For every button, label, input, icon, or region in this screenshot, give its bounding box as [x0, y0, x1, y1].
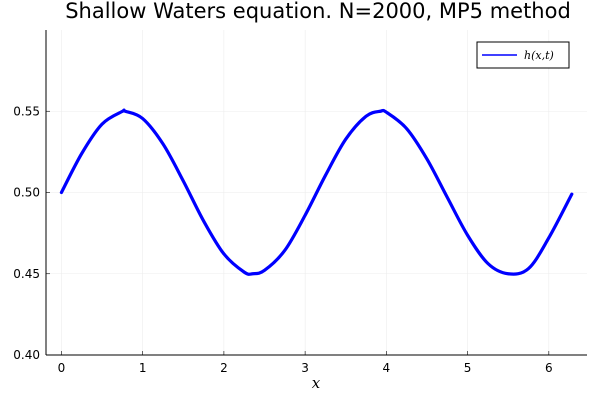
- series-lines: [59, 108, 574, 276]
- y-tick-label: 0.50: [13, 186, 40, 200]
- series-line-h: [59, 108, 574, 276]
- grid: [46, 30, 587, 356]
- x-tick-label: 3: [301, 361, 309, 375]
- y-tick-label: 0.45: [13, 267, 40, 281]
- x-tick-label: 2: [220, 361, 228, 375]
- axes: [45, 30, 587, 356]
- tick-labels: 0 1 2 3 4 5 6 0.40 0.45 0.50 0.55: [13, 104, 552, 375]
- x-axis-label: x: [312, 374, 321, 392]
- y-tick-label: 0.40: [13, 348, 40, 362]
- x-tick-label: 6: [545, 361, 553, 375]
- x-tick-label: 4: [383, 361, 391, 375]
- y-tick-label: 0.55: [13, 104, 40, 118]
- legend: h(x,t): [476, 41, 570, 69]
- x-tick-label: 0: [58, 361, 66, 375]
- legend-label: h(x,t): [524, 49, 554, 62]
- x-tick-label: 5: [464, 361, 472, 375]
- chart-title: Shallow Waters equation. N=2000, MP5 met…: [65, 0, 571, 23]
- x-tick-label: 1: [139, 361, 147, 375]
